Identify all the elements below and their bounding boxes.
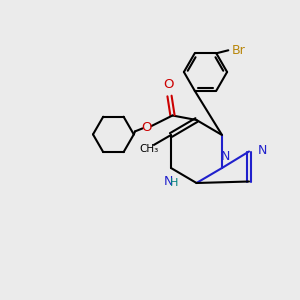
Text: O: O <box>141 121 152 134</box>
Text: N: N <box>257 143 267 157</box>
Text: Br: Br <box>231 44 245 57</box>
Text: O: O <box>163 79 173 92</box>
Text: H: H <box>170 178 178 188</box>
Text: CH₃: CH₃ <box>139 143 158 154</box>
Text: N: N <box>163 175 173 188</box>
Text: N: N <box>221 150 230 163</box>
